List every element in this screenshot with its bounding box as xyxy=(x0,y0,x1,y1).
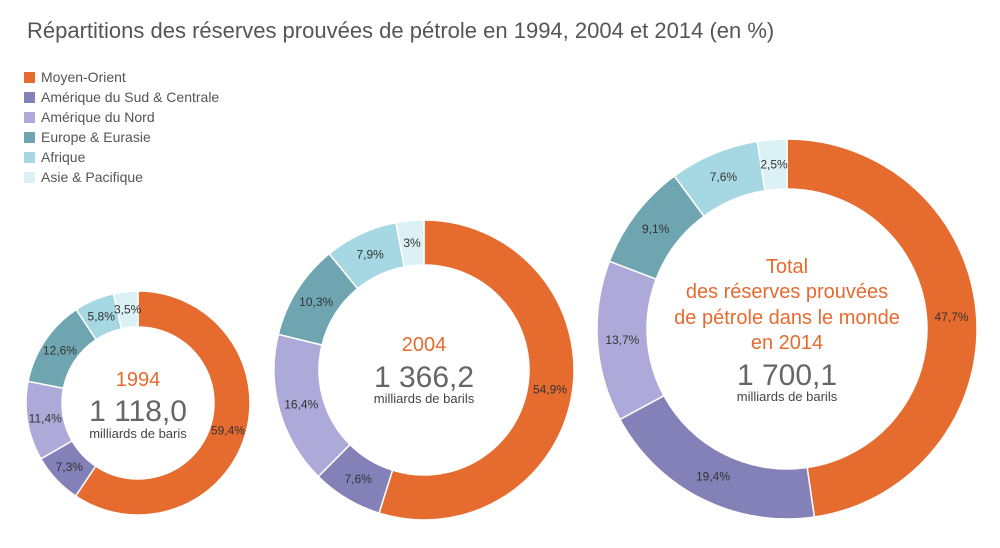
slice-label: 11,4% xyxy=(29,411,62,425)
donut-2004: 54,9% 7,6% 16,4% 10,3% 7,9% 3% xyxy=(273,219,575,521)
center-heading: en 2014 xyxy=(751,332,823,354)
slice-label: 10,3% xyxy=(299,295,333,309)
legend-swatch xyxy=(24,91,35,103)
donut-slice xyxy=(756,138,788,192)
center-unit: milliards de barils xyxy=(737,389,838,404)
donut-slice xyxy=(74,290,251,516)
legend: Moyen-Orient Amérique du Sud & Centrale … xyxy=(24,67,219,187)
slice-label: 16,4% xyxy=(284,398,318,412)
slice-label: 7,6% xyxy=(710,170,738,184)
donut-2014: 47,7% 19,4% 13,7% 9,1% 7,6% 2,5% xyxy=(596,138,978,520)
legend-item: Amérique du Nord xyxy=(24,107,219,127)
legend-label: Asie & Pacifique xyxy=(41,169,143,185)
center-unit: milliards de barils xyxy=(374,391,475,406)
center-unit: milliards de baris xyxy=(89,426,187,441)
center-total: 1 366,2 xyxy=(374,361,474,394)
slice-label: 9,1% xyxy=(642,222,670,236)
slice-label: 47,7% xyxy=(935,310,969,324)
slice-label: 59,4% xyxy=(211,423,245,437)
slice-label: 5,8% xyxy=(88,309,116,323)
donut-slice xyxy=(618,394,816,520)
slice-label: 2,5% xyxy=(760,158,788,172)
legend-item: Moyen-Orient xyxy=(24,67,219,87)
center-year: 1994 xyxy=(116,369,161,391)
center-year: 2004 xyxy=(402,334,447,356)
slice-label: 7,3% xyxy=(56,460,84,474)
center-heading: des réserves prouvées xyxy=(686,281,888,303)
legend-swatch xyxy=(24,131,35,143)
donut-slice xyxy=(395,219,425,268)
slice-label: 19,4% xyxy=(696,469,730,483)
slice-label: 13,7% xyxy=(605,333,639,347)
center-total: 1 118,0 xyxy=(89,395,187,428)
donut-1994: 59,4% 7,3% 11,4% 12,6% 5,8% 3,5% xyxy=(25,290,251,516)
donut-slice xyxy=(112,290,139,330)
legend-item: Afrique xyxy=(24,147,219,167)
center-heading: Total xyxy=(766,256,808,278)
slice-label: 54,9% xyxy=(533,382,567,396)
center-heading: de pétrole dans le monde xyxy=(674,307,900,329)
slice-label: 7,9% xyxy=(356,247,384,261)
slice-label: 3,5% xyxy=(114,303,142,317)
legend-label: Europe & Eurasie xyxy=(41,129,151,145)
donut-slice xyxy=(378,219,575,521)
legend-label: Moyen-Orient xyxy=(41,69,126,85)
legend-item: Amérique du Sud & Centrale xyxy=(24,87,219,107)
legend-swatch xyxy=(24,71,35,83)
legend-label: Amérique du Nord xyxy=(41,109,155,125)
legend-swatch xyxy=(24,111,35,123)
legend-swatch xyxy=(24,171,35,183)
center-total: 1 700,1 xyxy=(737,359,837,392)
legend-item: Asie & Pacifique xyxy=(24,167,219,187)
legend-swatch xyxy=(24,151,35,163)
slice-label: 7,6% xyxy=(344,472,372,486)
legend-item: Europe & Eurasie xyxy=(24,127,219,147)
legend-label: Afrique xyxy=(41,149,86,165)
chart-title: Répartitions des réserves prouvées de pé… xyxy=(27,18,775,43)
legend-label: Amérique du Sud & Centrale xyxy=(41,89,220,105)
slice-label: 3% xyxy=(403,236,421,250)
donut-slice xyxy=(786,138,978,518)
slice-label: 12,6% xyxy=(43,344,77,358)
